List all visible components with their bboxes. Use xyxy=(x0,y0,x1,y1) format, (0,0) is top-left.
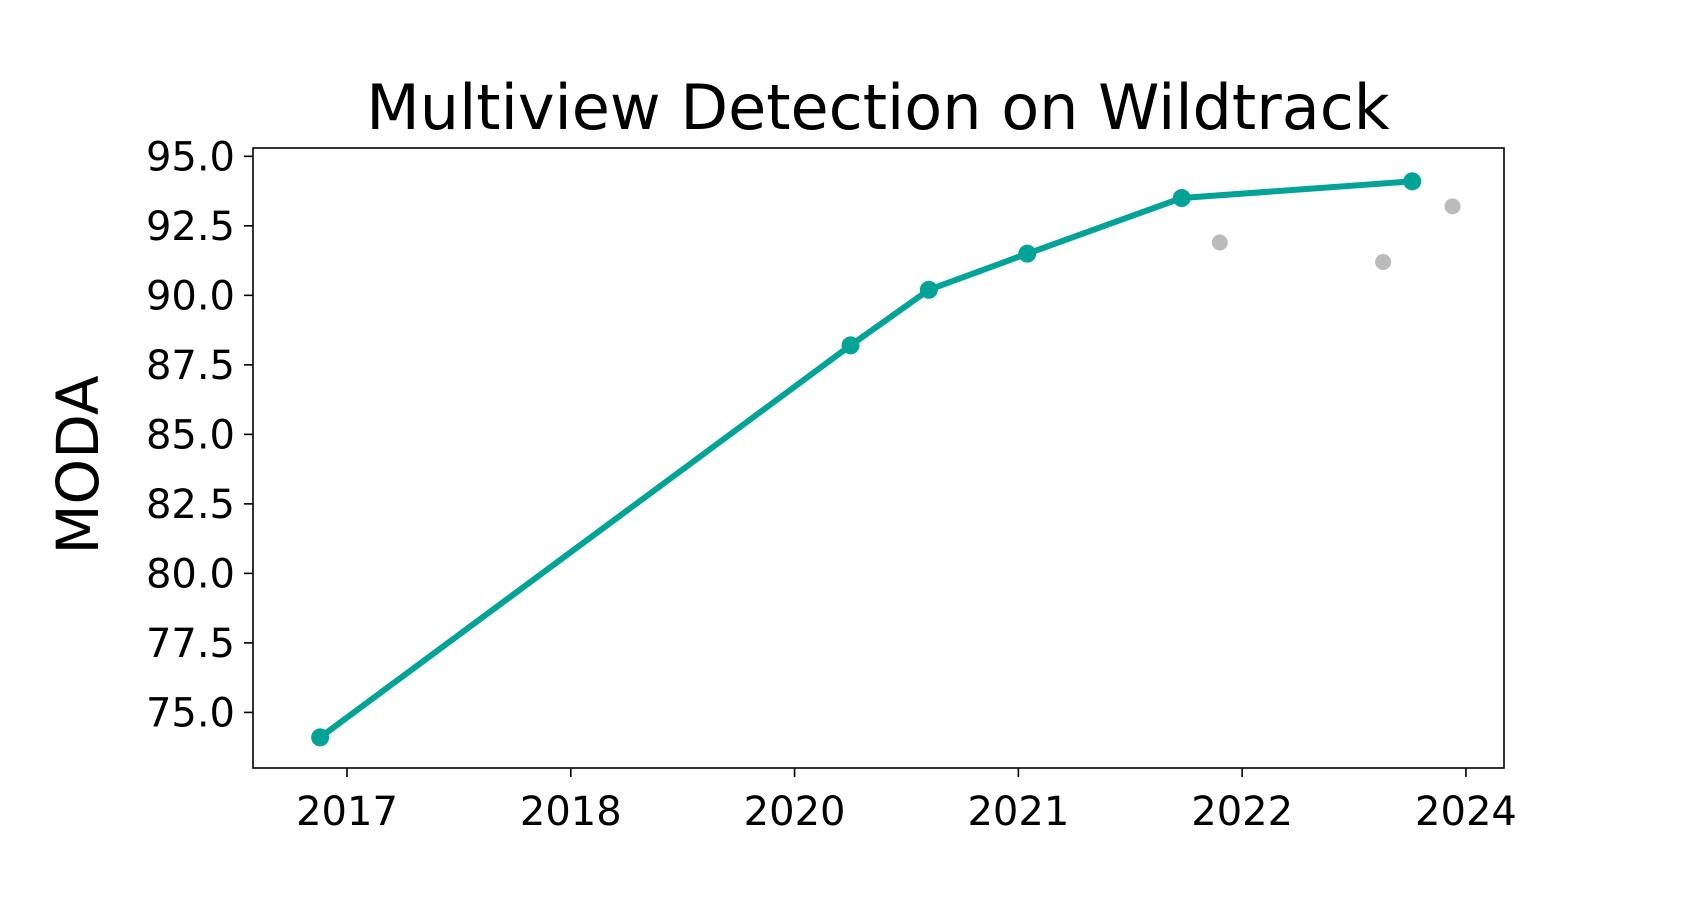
y-tick-label: 80.0 xyxy=(146,551,235,597)
y-tick-label: 90.0 xyxy=(146,273,235,319)
data-point xyxy=(1018,244,1037,263)
y-tick-label: 82.5 xyxy=(146,482,235,528)
scatter-point xyxy=(1444,198,1461,215)
plot-area: 75.0 77.5 80.0 82.5 85.0 87.5 90.0 92.5 95.0 2017… xyxy=(146,134,1517,835)
axes-frame xyxy=(252,147,1505,769)
y-tick-label: 92.5 xyxy=(146,204,235,250)
x-tick-label: 2024 xyxy=(1415,789,1517,835)
x-tick-label: 2017 xyxy=(296,789,398,835)
x-tick-label: 2021 xyxy=(967,789,1069,835)
x-tick-label: 2020 xyxy=(744,789,846,835)
data-point xyxy=(841,336,860,355)
x-tick-label: 2018 xyxy=(520,789,622,835)
y-axis-label: MODA xyxy=(44,375,112,554)
data-point xyxy=(1403,172,1422,191)
y-tick-label: 75.0 xyxy=(146,690,235,736)
y-tick-label: 85.0 xyxy=(146,412,235,458)
series-line xyxy=(317,178,1416,741)
scatter-point xyxy=(1375,253,1392,270)
y-tick-label: 77.5 xyxy=(146,621,235,667)
data-point xyxy=(1172,189,1191,208)
data-point xyxy=(311,728,330,747)
x-tick-label: 2022 xyxy=(1191,789,1293,835)
data-point xyxy=(919,280,938,299)
y-tick-label: 95.0 xyxy=(146,134,235,180)
chart-title: Multiview Detection on Wildtrack xyxy=(366,71,1389,144)
scatter-point xyxy=(1211,234,1228,251)
y-tick-label: 87.5 xyxy=(146,343,235,389)
